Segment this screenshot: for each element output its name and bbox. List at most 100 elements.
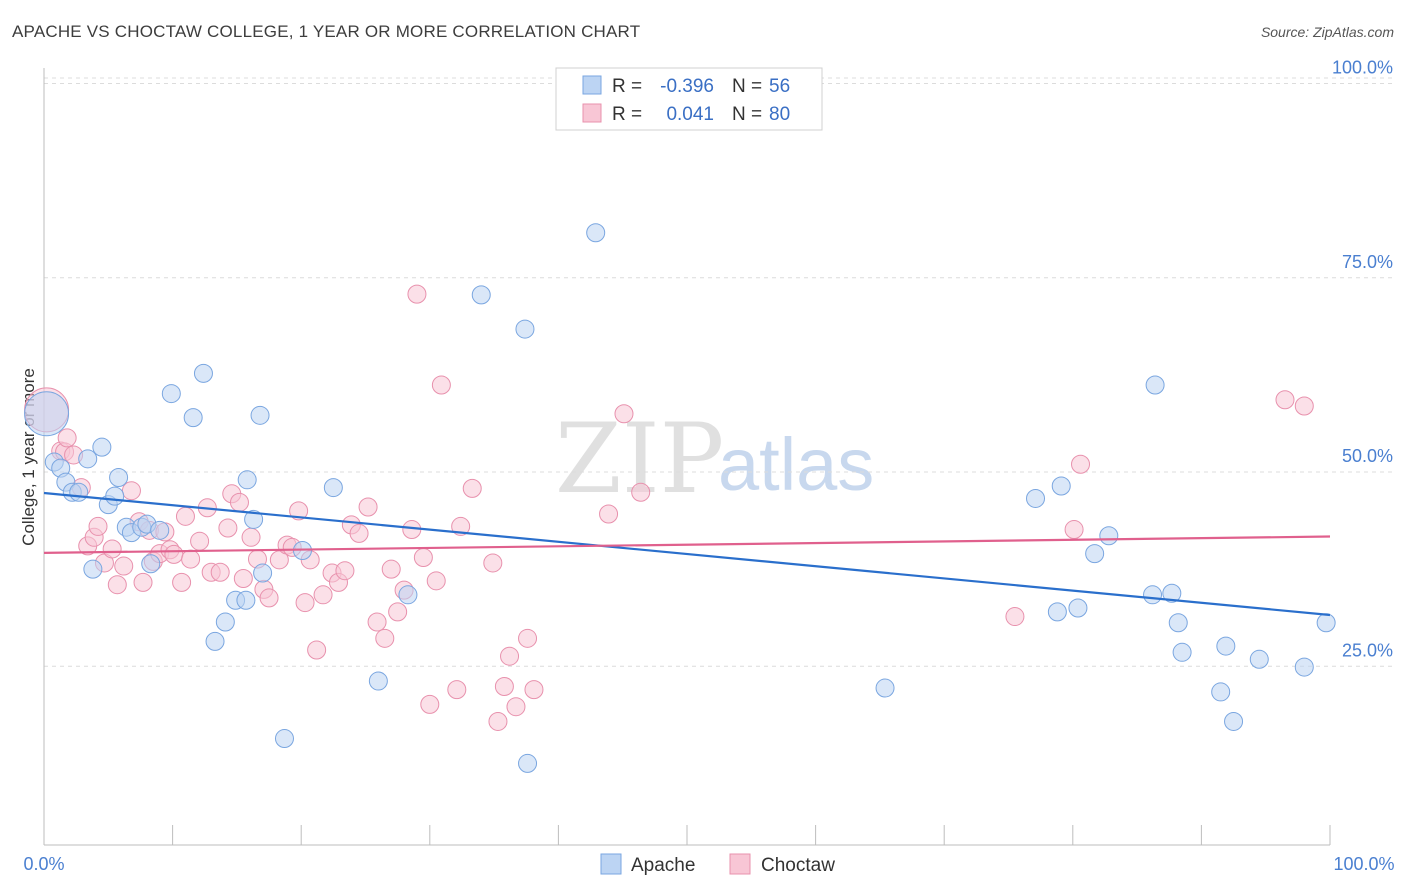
legend-r-value-apache: -0.396 [660,76,714,97]
apache-point [471,285,491,305]
apache-point [215,612,235,632]
choctaw-point [289,501,309,521]
y-tick-label: 25.0% [1342,640,1393,660]
choctaw-point [349,523,369,543]
choctaw-point [313,585,333,605]
choctaw-point [1071,454,1091,474]
choctaw-point [114,556,134,576]
choctaw-point [375,628,395,648]
choctaw-point [133,572,153,592]
apache-point [586,223,606,243]
trend-lines [43,491,1331,617]
x-ticks [43,825,1331,845]
choctaw-point [121,481,141,501]
choctaw-point [367,612,387,632]
choctaw-point [488,711,508,731]
legend-swatch-apache [582,75,602,95]
choctaw-point [413,548,433,568]
choctaw-point [518,628,538,648]
choctaw-point [88,516,108,536]
series-legend: Apache Choctaw [600,853,835,876]
legend-swatch-choctaw [582,103,602,123]
choctaw-point [233,568,253,588]
legend-r-label-choctaw: R = [612,104,642,125]
choctaw-point [295,593,315,613]
choctaw-point [241,527,261,547]
choctaw-point [494,676,514,696]
apache-trend-line [43,491,1331,617]
apache-point [237,470,257,490]
apache-point [69,482,89,502]
choctaw-point [599,504,619,524]
apache-point [1145,375,1165,395]
choctaw-point [500,646,520,666]
correlation-legend: R = -0.396 N = 56 R = 0.041 N = 80 [555,67,823,131]
apache-point [515,319,535,339]
legend-n-value-apache: 56 [769,76,790,97]
x-tick-label-min: 0.0% [23,854,64,874]
apache-point [1085,544,1105,564]
choctaw-point [426,571,446,591]
apache-point [105,486,125,506]
choctaw-trend-line [43,535,1331,554]
apache-point [1249,649,1269,669]
apache-point [274,729,294,749]
apache-point [205,631,225,651]
choctaw-point [1294,396,1314,416]
choctaw-point [259,588,279,608]
choctaw-point [381,559,401,579]
apache-point [398,585,418,605]
apache-point [109,467,129,487]
choctaw-point [451,516,471,536]
legend-r-value-choctaw: 0.041 [666,104,714,125]
apache-point [518,753,538,773]
apache-point [1224,711,1244,731]
legend-r-label-apache: R = [612,76,642,97]
choctaw-point [1064,520,1084,540]
apache-point [368,671,388,691]
y-tick-label: 100.0% [1332,58,1393,78]
choctaw-point [631,482,651,502]
legend-n-label-choctaw: N = [732,104,762,125]
apache-point [24,391,70,437]
apache-point [1172,642,1192,662]
apache-point [1316,613,1336,633]
apache-point [1051,476,1071,496]
apache-point [1211,682,1231,702]
choctaw-point [614,404,634,424]
choctaw-point [388,602,408,622]
apache-point [78,449,98,469]
choctaw-point [358,497,378,517]
y-tick-label: 50.0% [1342,446,1393,466]
y-tick-label: 75.0% [1342,252,1393,272]
y-tick-labels: 25.0% 50.0% 75.0% 100.0% [1332,58,1393,661]
apache-point [141,554,161,574]
apache-point [244,509,264,529]
series-legend-swatch-apache [600,853,622,875]
apache-point [1143,585,1163,605]
x-tick-label-max: 100.0% [1333,854,1394,874]
apache-point [236,590,256,610]
choctaw-point [1005,607,1025,627]
choctaw-point [57,428,77,448]
apache-point [1294,657,1314,677]
chart-title: APACHE VS CHOCTAW COLLEGE, 1 YEAR OR MOR… [12,22,641,41]
apache-point [83,559,103,579]
choctaw-point [447,680,467,700]
choctaw-point [431,375,451,395]
apache-point [161,384,181,404]
apache-point [1068,598,1088,618]
choctaw-point [1275,390,1295,410]
series-legend-label-choctaw: Choctaw [761,855,835,876]
apache-point [1099,526,1119,546]
source-credit: Source: ZipAtlas.com [1260,24,1394,40]
choctaw-point [229,492,249,512]
apache-point [183,408,203,428]
choctaw-point [210,562,230,582]
apache-point [92,437,112,457]
choctaw-point [102,539,122,559]
apache-point [1047,602,1067,622]
apache-point [1216,636,1236,656]
choctaw-point [175,506,195,526]
choctaw-point [307,640,327,660]
